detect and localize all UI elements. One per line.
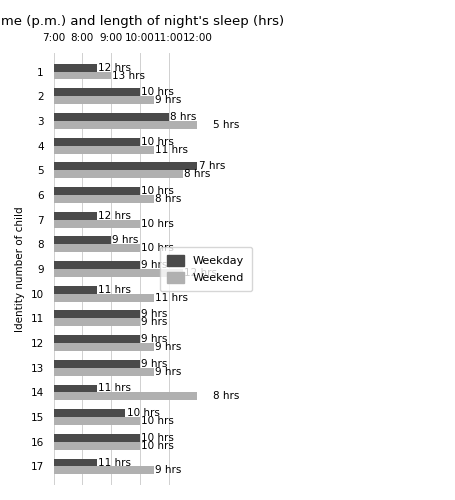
Bar xyxy=(54,466,154,474)
Bar xyxy=(54,368,154,376)
Bar xyxy=(54,310,140,318)
Text: 10 hrs: 10 hrs xyxy=(141,186,174,196)
Text: 8 hrs: 8 hrs xyxy=(213,392,239,402)
Text: 10 hrs: 10 hrs xyxy=(141,88,174,98)
Bar xyxy=(54,458,96,466)
Text: 7 hrs: 7 hrs xyxy=(198,162,225,172)
Bar xyxy=(54,64,96,72)
Text: 9 hrs: 9 hrs xyxy=(141,310,167,320)
Text: 12 hrs: 12 hrs xyxy=(98,62,131,72)
Bar xyxy=(54,236,111,244)
Text: 8 hrs: 8 hrs xyxy=(170,112,196,122)
Bar xyxy=(54,417,140,425)
Title: Bedtime (p.m.) and length of night's sleep (hrs): Bedtime (p.m.) and length of night's sle… xyxy=(0,15,284,28)
Bar xyxy=(54,318,140,326)
Text: 11 hrs: 11 hrs xyxy=(98,384,131,394)
Bar xyxy=(54,72,111,80)
Bar xyxy=(54,442,140,450)
Bar xyxy=(54,409,126,417)
Bar xyxy=(54,269,183,277)
Text: 10 hrs: 10 hrs xyxy=(141,441,174,451)
Text: 11 hrs: 11 hrs xyxy=(98,285,131,295)
Bar xyxy=(54,121,212,129)
Bar xyxy=(54,384,96,392)
Text: 11 hrs: 11 hrs xyxy=(155,292,188,302)
Text: 9 hrs: 9 hrs xyxy=(141,260,167,270)
Bar xyxy=(54,187,140,195)
Text: 12 hrs: 12 hrs xyxy=(98,210,131,220)
Bar xyxy=(54,360,140,368)
Text: 9 hrs: 9 hrs xyxy=(141,334,167,344)
Bar xyxy=(54,286,96,294)
Bar xyxy=(54,392,212,400)
Text: 12 hrs: 12 hrs xyxy=(184,268,217,278)
Bar xyxy=(54,113,169,121)
Bar xyxy=(54,88,140,96)
Bar xyxy=(54,212,96,220)
Bar xyxy=(54,335,140,343)
Text: 8 hrs: 8 hrs xyxy=(155,194,182,204)
Text: 9 hrs: 9 hrs xyxy=(155,366,182,376)
Bar xyxy=(54,146,154,154)
Bar xyxy=(54,261,140,269)
Bar xyxy=(54,294,154,302)
Text: 11 hrs: 11 hrs xyxy=(155,144,188,154)
Text: 9 hrs: 9 hrs xyxy=(141,359,167,369)
Text: 10 hrs: 10 hrs xyxy=(141,433,174,443)
Bar xyxy=(54,434,140,442)
Text: 9 hrs: 9 hrs xyxy=(141,318,167,328)
Text: 10 hrs: 10 hrs xyxy=(141,136,174,146)
Text: 9 hrs: 9 hrs xyxy=(155,95,182,105)
Text: 9 hrs: 9 hrs xyxy=(112,236,139,246)
Text: 10 hrs: 10 hrs xyxy=(141,244,174,254)
Bar xyxy=(54,162,197,170)
Text: 9 hrs: 9 hrs xyxy=(155,342,182,352)
Text: 10 hrs: 10 hrs xyxy=(126,408,159,418)
Bar xyxy=(54,195,154,203)
Text: 8 hrs: 8 hrs xyxy=(184,169,211,179)
Y-axis label: Identity number of child: Identity number of child xyxy=(15,206,25,332)
Text: 13 hrs: 13 hrs xyxy=(112,70,145,81)
Text: 10 hrs: 10 hrs xyxy=(141,218,174,228)
Text: 5 hrs: 5 hrs xyxy=(213,120,239,130)
Bar xyxy=(54,343,154,351)
Bar xyxy=(54,244,140,252)
Bar xyxy=(54,138,140,145)
Text: 9 hrs: 9 hrs xyxy=(155,466,182,475)
Text: 10 hrs: 10 hrs xyxy=(141,416,174,426)
Bar xyxy=(54,220,140,228)
Text: 11 hrs: 11 hrs xyxy=(98,458,131,468)
Legend: Weekday, Weekend: Weekday, Weekend xyxy=(160,247,252,291)
Bar xyxy=(54,96,154,104)
Bar xyxy=(54,170,183,178)
